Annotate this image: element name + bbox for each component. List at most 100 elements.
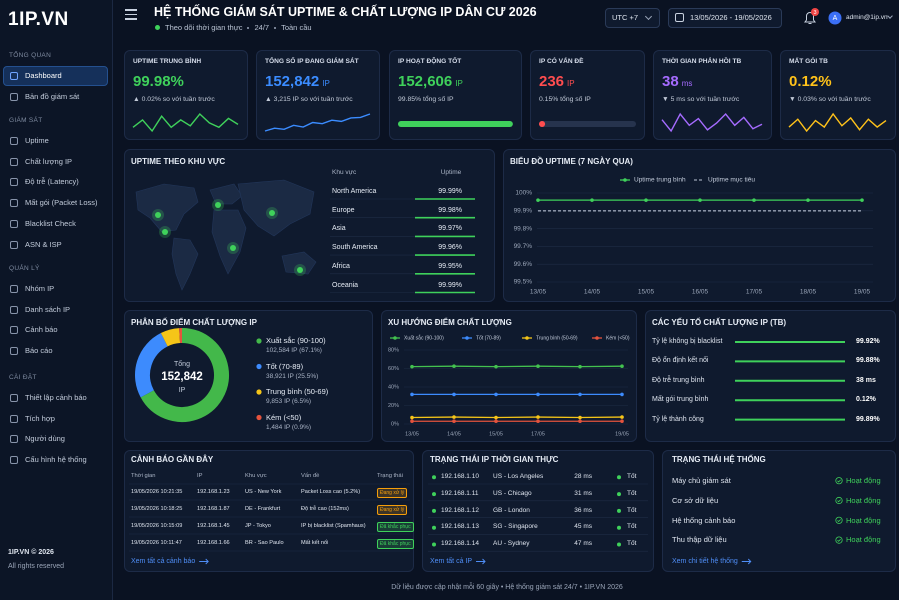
- nav-icon: [10, 199, 18, 208]
- notification-badge: [811, 8, 819, 16]
- status-dot: [432, 508, 436, 513]
- nav-item[interactable]: Mất gói (Packet Loss): [25, 198, 98, 208]
- menu-button[interactable]: [125, 9, 137, 20]
- world-map: [135, 179, 317, 291]
- nav-item[interactable]: Uptime: [25, 136, 49, 145]
- timezone-select[interactable]: [605, 8, 660, 28]
- kpi-value: 38: [662, 73, 679, 90]
- timezone: UTC +7: [612, 13, 639, 22]
- nav-icon: [10, 157, 18, 166]
- alert-cell: IP bị blacklist (Spamhaus): [301, 523, 366, 529]
- menu-bar: [125, 18, 137, 20]
- nav-item[interactable]: Cấu hình hệ thống: [25, 455, 87, 465]
- y-tick-label: 99.5%: [514, 279, 533, 286]
- link[interactable]: Xem tất cả cảnh báo: [131, 558, 196, 565]
- data-point: [578, 415, 582, 420]
- service-status: Hoạt động: [846, 535, 881, 545]
- data-point: [620, 392, 624, 397]
- alert-cell: 19/05/2026 10:15:09: [131, 523, 183, 529]
- nav-item[interactable]: ASN & ISP: [25, 239, 62, 249]
- region-name: Africa: [332, 262, 350, 270]
- ip-location: AU - Sydney: [493, 540, 530, 548]
- kpi-note: ▲ 0.02% so với tuần trước: [133, 96, 215, 103]
- panel-title: BIỂU ĐỒ UPTIME (7 NGÀY QUA): [510, 157, 633, 166]
- kpi-note: 0.15% tổng số IP: [539, 96, 591, 103]
- data-point: [494, 415, 498, 420]
- nav-icon: [10, 72, 18, 80]
- nav-item[interactable]: Tích hợp: [25, 413, 55, 423]
- kpi-value-row: 0.12%: [789, 74, 832, 90]
- data-point: [536, 419, 540, 424]
- x-tick-label: 15/05: [489, 431, 503, 437]
- nav-item[interactable]: Dashboard: [25, 71, 62, 80]
- service-name: Hệ thống cảnh báo: [672, 515, 736, 525]
- data-point: [536, 364, 540, 368]
- link[interactable]: Xem tất cả IP: [430, 558, 473, 565]
- data-point: [620, 419, 624, 424]
- nav-item[interactable]: Chất lượng IP: [25, 156, 73, 166]
- date-range-picker[interactable]: [668, 8, 782, 28]
- kpi-sparkline: [788, 112, 887, 133]
- data-point: [578, 364, 582, 369]
- data-point: [590, 198, 594, 202]
- check-mark: [837, 499, 841, 503]
- user-email[interactable]: admin@1ip.vn: [846, 14, 888, 21]
- status-chip: Đã khắc phục: [377, 522, 414, 532]
- y-tick-label: 80%: [388, 347, 399, 353]
- legend-label: Tốt (70-89): [266, 361, 304, 371]
- data-point: [536, 198, 540, 202]
- kpi-unit: IP: [322, 79, 330, 88]
- table-header: Uptime: [440, 169, 462, 176]
- y-tick-label: 100%: [515, 190, 532, 197]
- ip-status: Tốt: [627, 540, 637, 548]
- factor-name: Độ ổn định kết nối: [652, 357, 709, 365]
- data-point: [620, 415, 624, 419]
- live-dot: [155, 25, 160, 31]
- alert-cell: DE - Frankfurt: [245, 506, 281, 512]
- avatar-letter: A: [833, 15, 838, 22]
- nav-item[interactable]: Độ trễ (Latency): [25, 177, 79, 187]
- nav-icon: [10, 285, 18, 293]
- check-icon: [835, 477, 843, 485]
- link[interactable]: Xem chi tiết hệ thống: [672, 558, 738, 565]
- service-status: Hoạt động: [846, 515, 881, 525]
- alert-cell: 19/05/2026 10:21:35: [131, 489, 183, 495]
- x-tick-label: 19/05: [615, 431, 629, 437]
- legend-dot: [595, 336, 599, 340]
- nav-icon: [10, 326, 18, 335]
- data-point: [494, 364, 498, 369]
- nav-icon: [10, 219, 18, 228]
- factor-name: Mất gói trung bình: [652, 396, 709, 404]
- nav-item[interactable]: Thiết lập cảnh báo: [25, 393, 87, 402]
- region-name: Oceania: [332, 281, 359, 289]
- check-mark: [837, 539, 841, 542]
- panel-title: CÁC YẾU TỐ CHẤT LƯỢNG IP (TB): [652, 318, 787, 327]
- status-dot: [432, 475, 436, 480]
- nav-item[interactable]: Bản đồ giám sát: [25, 91, 80, 101]
- factor-value: 38 ms: [856, 376, 876, 384]
- x-tick-label: 14/05: [584, 289, 601, 296]
- status-dot: [617, 542, 621, 547]
- nav-item[interactable]: Báo cáo: [25, 346, 53, 356]
- data-point: [410, 392, 414, 397]
- x-tick-label: 17/05: [746, 289, 763, 296]
- nav-item[interactable]: Nhóm IP: [25, 284, 55, 293]
- y-tick-label: 99.8%: [514, 225, 533, 232]
- nav-item[interactable]: Danh sách IP: [25, 304, 71, 314]
- nav-item[interactable]: Cảnh báo: [25, 325, 58, 335]
- status-dot: [617, 475, 621, 480]
- x-tick-label: 18/05: [800, 289, 817, 296]
- kpi-note: 99.85% tổng số IP: [398, 96, 454, 103]
- bell-icon: [804, 12, 816, 24]
- status-dot: [432, 492, 436, 497]
- factor-value: 99.88%: [856, 357, 880, 365]
- ip-address: 192.168.1.12: [441, 506, 479, 514]
- avatar: [828, 11, 842, 25]
- nav-item[interactable]: Blacklist Check: [25, 218, 76, 228]
- region-uptime: 99.99%: [438, 281, 462, 289]
- nav-item[interactable]: Người dùng: [25, 434, 65, 444]
- donut-segment: [135, 333, 168, 398]
- x-tick-label: 16/05: [692, 289, 709, 296]
- legend-dot: [256, 389, 262, 395]
- data-point: [452, 392, 456, 397]
